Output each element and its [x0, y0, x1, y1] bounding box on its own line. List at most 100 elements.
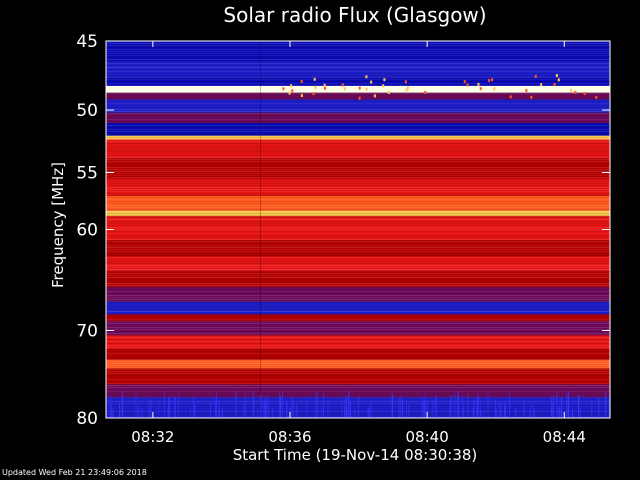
rfi-spike [194, 404, 196, 418]
noise-stripe [106, 97, 610, 98]
noise-stripe [106, 307, 610, 308]
rfi-spike [500, 402, 502, 418]
rfi-spike [163, 391, 165, 418]
rfi-spike [189, 406, 191, 418]
rfi-spike [591, 400, 593, 418]
burst-dot [595, 95, 598, 99]
noise-stripe [106, 197, 610, 198]
noise-stripe [106, 383, 610, 384]
rfi-spike [458, 391, 460, 418]
freq-band [106, 314, 610, 322]
rfi-spike [515, 407, 517, 418]
rfi-spike [286, 401, 288, 418]
noise-stripe [106, 75, 610, 76]
noise-stripe [106, 255, 610, 256]
noise-stripe [106, 323, 610, 324]
rfi-spike [558, 405, 560, 418]
burst-dot [479, 87, 482, 91]
burst-dot [463, 80, 466, 84]
rfi-spike [556, 392, 558, 418]
rfi-spike [263, 402, 265, 418]
burst-dot [466, 83, 469, 87]
noise-stripe [106, 61, 610, 62]
rfi-spike [265, 395, 267, 418]
noise-stripe [106, 117, 610, 118]
rfi-spike [358, 396, 360, 418]
noise-stripe [106, 137, 610, 138]
burst-dot [323, 83, 326, 87]
rfi-spike [244, 393, 246, 418]
noise-stripe [106, 281, 610, 282]
noise-stripe [106, 207, 610, 208]
burst-dot [370, 80, 373, 84]
rfi-spike [291, 396, 293, 418]
noise-stripe [106, 127, 610, 128]
noise-stripe [106, 285, 610, 286]
noise-stripe [106, 45, 610, 46]
burst-dot [373, 94, 376, 98]
noise-stripe [106, 239, 610, 240]
freq-band [106, 41, 610, 62]
burst-dot [365, 75, 368, 79]
noise-stripe [106, 391, 610, 392]
burst-dot [324, 86, 327, 90]
noise-stripe [106, 101, 610, 102]
freq-band [106, 135, 610, 140]
rfi-spike [462, 395, 464, 418]
burst-dot [404, 80, 407, 84]
noise-stripe [106, 403, 610, 404]
noise-stripe [106, 381, 610, 382]
noise-stripe [106, 253, 610, 254]
noise-stripe [106, 125, 610, 126]
rfi-spike [348, 390, 350, 418]
rfi-spike [110, 403, 112, 418]
noise-stripe [106, 371, 610, 372]
y-tick-label: 45 [76, 32, 98, 52]
rfi-spike [432, 400, 434, 418]
burst-dot [383, 78, 386, 82]
rfi-spike [503, 407, 505, 418]
noise-stripe [106, 155, 610, 156]
noise-stripe [106, 79, 610, 80]
noise-stripe [106, 179, 610, 180]
noise-stripe [106, 377, 610, 378]
rfi-spike [504, 404, 506, 418]
noise-stripe [106, 169, 610, 170]
burst-dot [288, 91, 291, 95]
burst-dot [557, 78, 560, 82]
rfi-spike [529, 409, 531, 418]
rfi-spike [423, 398, 425, 418]
noise-stripe [106, 51, 610, 52]
noise-stripe [106, 43, 610, 44]
rfi-spike [278, 393, 280, 418]
noise-stripe [106, 369, 610, 370]
noise-stripe [106, 165, 610, 166]
freq-band [106, 271, 610, 287]
noise-stripe [106, 379, 610, 380]
rfi-spike [221, 407, 223, 418]
x-tick-label: 08:40 [406, 428, 449, 446]
noise-stripe [106, 277, 610, 278]
freq-band [106, 123, 610, 136]
rfi-spike [487, 392, 489, 418]
noise-stripe [106, 215, 610, 216]
rfi-spike [119, 403, 121, 418]
noise-stripe [106, 363, 610, 364]
burst-dot [282, 87, 285, 91]
noise-stripe [106, 375, 610, 376]
noise-stripe [106, 279, 610, 280]
noise-stripe [106, 317, 610, 318]
rfi-spike [177, 393, 179, 418]
freq-band [106, 240, 610, 257]
burst-dot [477, 82, 480, 86]
noise-stripe [106, 295, 610, 296]
noise-stripe [106, 311, 610, 312]
noise-stripe [106, 171, 610, 172]
noise-stripe [106, 289, 610, 290]
rfi-spike [158, 399, 160, 418]
noise-stripe [106, 47, 610, 48]
y-tick-label: 80 [76, 409, 98, 429]
noise-stripe [106, 395, 610, 396]
noise-stripe [106, 189, 610, 190]
